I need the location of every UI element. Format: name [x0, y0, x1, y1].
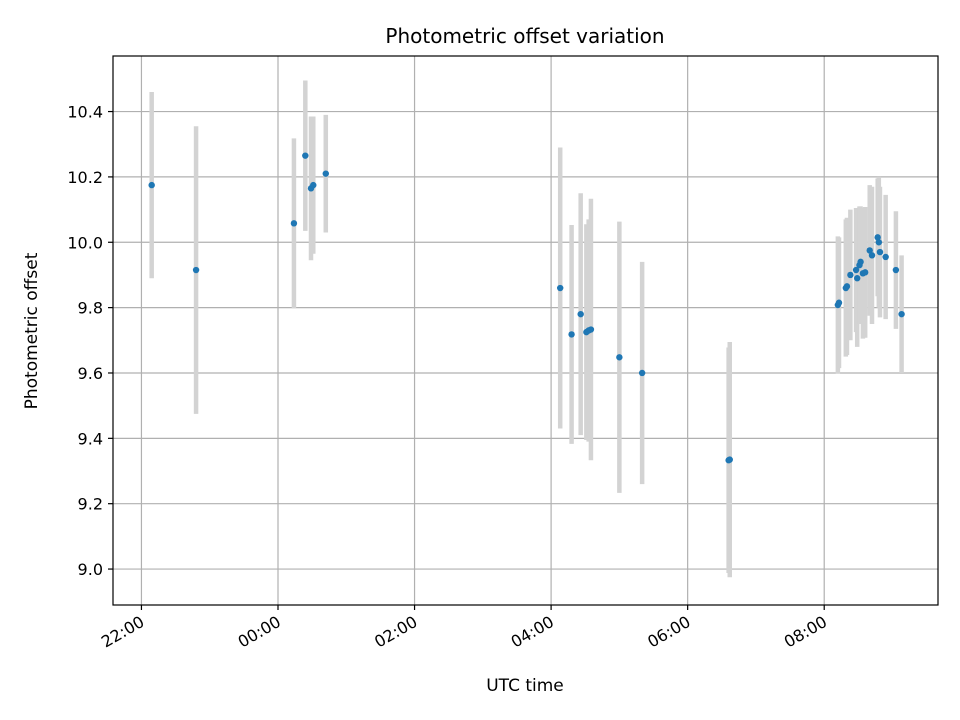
y-axis-label: Photometric offset [22, 252, 42, 409]
point-layer [148, 152, 905, 464]
data-point [192, 266, 200, 274]
data-point [835, 299, 843, 306]
data-point [302, 152, 309, 159]
y-tick-label: 9.2 [78, 495, 103, 514]
data-point [898, 310, 905, 318]
data-point [557, 284, 564, 292]
data-point [577, 310, 584, 318]
data-point [290, 220, 298, 227]
data-point [568, 331, 575, 338]
y-tick-label: 10.0 [67, 233, 103, 252]
plot-frame [112, 55, 939, 606]
data-point [882, 253, 889, 261]
data-point [854, 275, 861, 282]
data-point [726, 456, 733, 463]
data-point [861, 269, 869, 276]
data-point [843, 283, 851, 290]
data-point [857, 258, 864, 266]
y-tick-label: 10.4 [67, 103, 103, 122]
data-point [587, 326, 595, 333]
data-point [892, 266, 900, 274]
y-tick-label: 9.8 [78, 299, 103, 318]
chart-title: Photometric offset variation [385, 24, 664, 48]
data-point [148, 181, 155, 189]
data-point [310, 181, 317, 189]
data-point [616, 354, 623, 361]
data-point [852, 266, 860, 274]
y-tick-label: 9.4 [78, 429, 103, 448]
data-point [875, 239, 883, 246]
data-point [322, 170, 329, 177]
y-tick-label: 9.6 [78, 364, 103, 383]
grid-layer [113, 56, 938, 605]
data-point [638, 369, 646, 377]
data-point [874, 234, 881, 241]
y-tick-label: 9.0 [78, 560, 103, 579]
data-point [847, 271, 854, 279]
x-axis-label: UTC time [486, 676, 564, 696]
data-point [876, 248, 884, 256]
data-point [868, 252, 876, 259]
y-tick-label: 10.2 [67, 168, 103, 187]
data-point [866, 247, 873, 254]
